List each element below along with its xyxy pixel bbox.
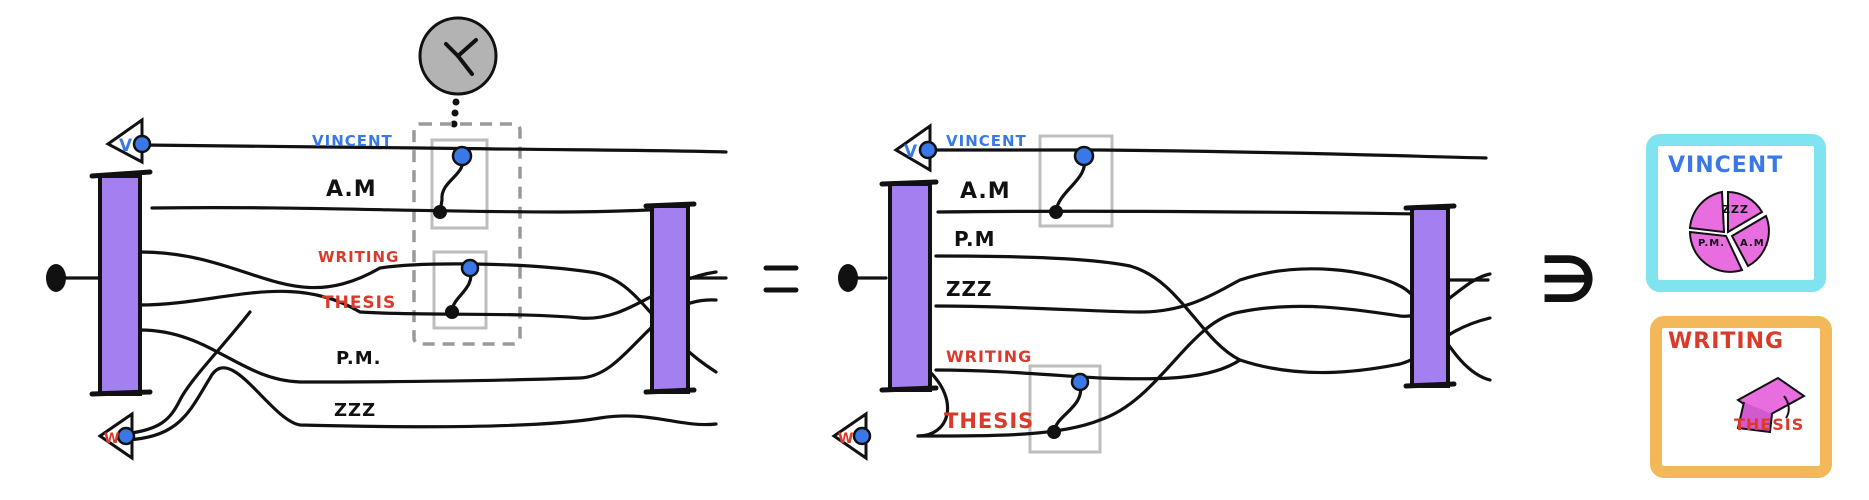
r-corner-w-marker: W	[831, 411, 872, 461]
r-node-top-blue	[1073, 145, 1095, 167]
r-node-bottom-black	[1047, 425, 1061, 439]
card-writing-label: THESIS	[1734, 415, 1804, 434]
pie-label-zzz: ZZZ	[1722, 203, 1749, 216]
label-zzz: ZZZ	[334, 400, 376, 421]
r-label-am: A.M	[960, 179, 1011, 204]
pie-wheel-icon	[1688, 190, 1770, 273]
r-label-vincent: VINCENT	[946, 132, 1027, 150]
r-node-bottom-blue	[1070, 372, 1090, 392]
solid-box-bottom	[1028, 364, 1102, 454]
r-right-bar-small	[1403, 203, 1457, 389]
card-writing: WRITING THESIS	[1650, 316, 1832, 478]
equals-sign	[763, 265, 799, 293]
label-am: A.M	[326, 177, 377, 202]
pie-label-am: A.M.	[1740, 238, 1769, 249]
r-node-top-black	[1049, 205, 1063, 219]
label-thesis: THESIS	[322, 293, 396, 313]
corner-w-marker: W	[97, 411, 136, 461]
r-left-counit-dot	[838, 264, 858, 292]
solid-box-top	[1038, 134, 1114, 228]
r-corner-v-marker: V	[893, 123, 938, 173]
pie-label-pm: P.M.	[1698, 238, 1725, 249]
r-corner-w-label: W	[838, 431, 854, 447]
r-wire-writing	[934, 358, 1242, 381]
wire-vincent	[140, 143, 728, 154]
wire-am	[150, 205, 666, 214]
corner-v-label: V	[119, 136, 133, 156]
corner-v-marker: V	[105, 117, 152, 165]
r-label-pm: P.M	[954, 227, 996, 251]
clock-icon	[418, 16, 498, 96]
right-bar-small	[643, 201, 697, 395]
right-diagram: V W VINCENT A.M P.M ZZZ WRITING THESIS	[831, 123, 1492, 461]
node-am-bottom	[433, 205, 447, 219]
wire-w-out	[122, 310, 252, 436]
label-writing: WRITING	[318, 248, 399, 266]
r-wire-loop	[916, 368, 950, 438]
wire-zzz	[118, 366, 718, 442]
node-vincent-top	[451, 145, 473, 167]
card-vincent: VINCENT ZZZ P.M. A.M.	[1646, 134, 1826, 292]
left-bar-large	[89, 169, 153, 397]
card-writing-title: WRITING	[1668, 329, 1784, 354]
node-thesis-bottom	[445, 305, 459, 319]
card-vincent-title: VINCENT	[1668, 153, 1783, 178]
contains-symbol: ∋	[1540, 244, 1598, 318]
corner-w-label: W	[104, 431, 120, 447]
solid-box-writing	[432, 250, 488, 330]
r-label-writing: WRITING	[946, 347, 1032, 366]
dashed-group-box	[412, 122, 522, 346]
r-corner-v-label: V	[904, 142, 918, 162]
label-vincent: VINCENT	[312, 132, 393, 150]
wire-pm	[138, 298, 718, 384]
left-counit-dot	[46, 264, 66, 292]
r-label-zzz: ZZZ	[946, 277, 993, 301]
clock-dotted-connector	[450, 98, 460, 128]
r-wire-vincent	[926, 148, 1488, 160]
label-pm: P.M.	[336, 348, 381, 369]
left-diagram: V W VINCENT A.M WRITING THESIS P.M. ZZZ	[46, 16, 728, 461]
r-wire-am	[936, 209, 1422, 216]
solid-box-vincent	[430, 138, 489, 230]
wire-writing	[138, 250, 718, 374]
graduation-cap-icon	[1736, 376, 1806, 434]
r-label-thesis: THESIS	[944, 409, 1034, 433]
node-writing-top	[460, 258, 480, 278]
wire-thesis	[138, 270, 718, 320]
r-left-bar-large	[879, 179, 939, 393]
